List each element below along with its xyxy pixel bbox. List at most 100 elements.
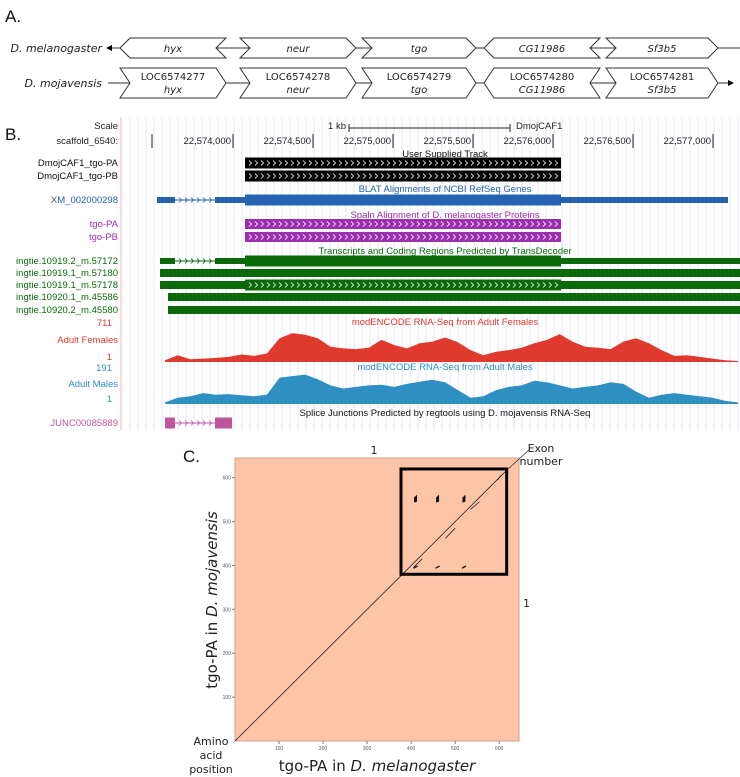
arrow-right-icon	[728, 80, 734, 86]
x-tick-label: 300	[363, 746, 372, 752]
gene-arrow	[361, 67, 477, 99]
y-tick-label: 200	[223, 651, 232, 657]
y-tick-label: 600	[223, 476, 232, 482]
repeat-match	[414, 494, 418, 503]
feature-block	[245, 219, 561, 229]
gene-name: Sf3b5	[648, 44, 677, 55]
y-tick-label: 500	[223, 520, 232, 526]
males-coverage-signal	[165, 374, 738, 404]
gene-name: neur	[287, 44, 311, 55]
track-title-splice: Splice Junctions Predicted by regtools u…	[300, 408, 591, 419]
track-item-label: ingtie.10919.2_m.57172	[16, 256, 118, 267]
amino-acid-position-label: position	[189, 763, 233, 776]
gene-id: LOC6574277	[141, 72, 206, 83]
position-label: 22,576,000	[503, 136, 551, 147]
y-tick-label: 400	[223, 563, 232, 569]
exon-number-right: 1	[523, 597, 530, 610]
track-title-females: modENCODE RNA-Seq from Adult Females	[352, 317, 539, 328]
track-item-label: ingtie.10919.1_m.57178	[16, 280, 118, 291]
x-tick-label: 400	[407, 746, 416, 752]
axis-min: 1	[107, 352, 112, 363]
repeat-match	[413, 565, 418, 569]
gene-name: Sf3b5	[648, 85, 677, 96]
assembly-label: DmojCAF1	[516, 121, 562, 132]
scale-label: Scale	[94, 121, 118, 132]
strand-chevrons	[248, 282, 559, 288]
gene-arrow	[483, 67, 601, 99]
feature-block	[160, 269, 740, 277]
gene-id: LOC6574281	[630, 72, 695, 83]
y-tick-label: 300	[223, 607, 232, 613]
feature-block	[165, 417, 175, 429]
track-item-label: ingtie.10919.1_m.57180	[16, 268, 118, 279]
species-label: D. melanogaster	[10, 42, 103, 55]
gene-arrow	[604, 37, 719, 59]
panel-b-label: B.	[5, 125, 21, 144]
match-segment	[497, 475, 501, 481]
arrow-left-icon	[106, 45, 112, 51]
track-title-males: modENCODE RNA-Seq from Adult Males	[357, 362, 533, 373]
panel-a-label: A.	[5, 7, 21, 26]
track-item-label: DmojCAF1_tgo-PA	[38, 158, 119, 169]
gene-arrow	[605, 67, 719, 99]
feature-block	[157, 197, 175, 203]
gene-name: CG11986	[519, 85, 566, 96]
gene-id: LOC6574279	[387, 72, 452, 83]
feature-block	[168, 306, 740, 314]
match-segment	[413, 558, 423, 568]
position-label: 22,575,000	[343, 136, 391, 147]
exon-number-label: number	[520, 455, 563, 468]
gene-arrow	[238, 37, 357, 59]
exon-number-label: Exon	[528, 442, 555, 455]
position-label: 22,575,500	[423, 136, 471, 147]
strand-chevrons	[248, 173, 559, 179]
position-label: 22,574,000	[183, 136, 231, 147]
track-item-label: ingtie.10920.1_m.45586	[16, 292, 118, 303]
strand-chevrons	[178, 258, 213, 264]
feature-block	[245, 279, 561, 291]
x-axis-title: tgo-PA in D. melanogaster	[279, 757, 476, 775]
position-label: 22,574,500	[263, 136, 311, 147]
gene-name: tgo	[411, 85, 427, 96]
strand-chevrons	[248, 160, 559, 166]
panel-c-label: C.	[183, 447, 200, 466]
repeat-match	[462, 494, 466, 503]
x-tick-label: 600	[495, 746, 504, 752]
feature-block	[245, 170, 561, 182]
position-label: 22,576,500	[583, 136, 631, 147]
gene-arrow	[119, 37, 228, 59]
gene-name: tgo	[411, 44, 427, 55]
strand-chevrons	[248, 221, 559, 227]
amino-acid-position-label: Amino	[194, 735, 229, 748]
feature-block	[245, 255, 561, 267]
position-label: 22,577,000	[663, 136, 711, 147]
feature-block	[561, 258, 740, 264]
feature-block	[245, 194, 561, 206]
gene-arrow	[239, 67, 357, 99]
track-title-blat: BLAT Alignments of NCBI RefSeq Genes	[359, 184, 532, 195]
feature-block	[215, 417, 232, 429]
gene-name: CG11986	[519, 44, 566, 55]
track-item-label: XM_002000298	[51, 195, 118, 206]
x-tick-label: 200	[319, 746, 328, 752]
track-title-spaln: Spaln Alignment of D. melanogaster Prote…	[350, 210, 539, 221]
repeat-match	[461, 565, 466, 569]
axis-max: 191	[96, 363, 112, 374]
gene-arrow	[119, 67, 227, 99]
gene-id: LOC6574278	[266, 72, 331, 83]
females-coverage-signal	[165, 333, 738, 362]
track-name: Adult Females	[57, 335, 118, 346]
track-title-user: User Supplied Track	[402, 149, 488, 160]
gene-id: LOC6574280	[510, 72, 575, 83]
track-item-label: tgo-PB	[89, 232, 118, 243]
feature-block	[215, 258, 245, 264]
dot-plot: 100 200 300 400 500 600 100 200 300 400 500 600 1 1 Ex…	[189, 442, 563, 776]
y-axis-title: tgo-PA in D. mojavensis	[203, 511, 221, 689]
feature-block	[245, 232, 561, 242]
gene-arrow	[360, 37, 477, 59]
strand-chevrons	[248, 234, 559, 240]
track-title-transdecoder: Transcripts and Coding Regions Predicted…	[318, 246, 571, 257]
gene-name: neur	[287, 85, 311, 96]
exon-number-top: 1	[371, 444, 378, 457]
